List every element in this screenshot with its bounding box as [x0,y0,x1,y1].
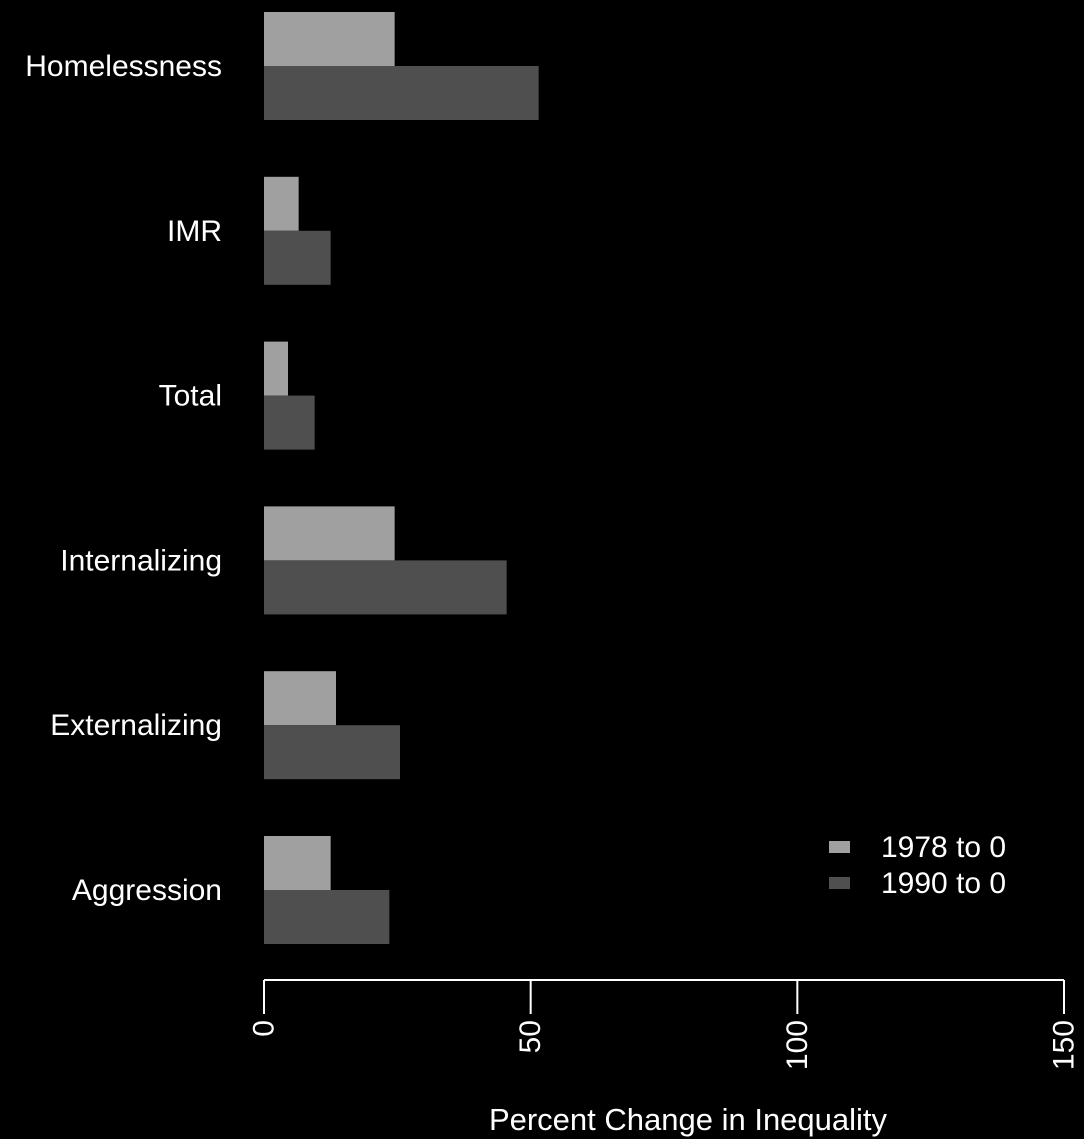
bar-series-2 [264,560,507,615]
category-label: Total [159,380,222,413]
bar-series-1 [264,176,299,231]
bars-group [264,12,539,944]
bar-series-1 [264,671,336,726]
x-tick-label: 0 [248,1020,281,1037]
legend-swatch [829,877,850,889]
category-label: IMR [167,215,222,248]
category-label: Homelessness [25,50,222,83]
bar-series-1 [264,506,395,561]
category-label: Externalizing [50,709,222,742]
x-axis: 0 50 100 150 [248,979,1081,1070]
bar-series-2 [264,66,539,120]
legend-swatch [829,841,850,853]
legend-label: 1990 to 0 [881,867,1006,900]
bar-series-1 [264,836,331,890]
bar-series-1 [264,341,288,396]
category-label: Internalizing [60,544,222,577]
x-tick-label: 50 [514,1020,547,1053]
x-axis-title: Percent Change in Inequality [489,1102,888,1137]
bar-series-1 [264,12,395,66]
bar-series-2 [264,725,400,780]
legend-label: 1978 to 0 [881,831,1006,864]
bar-series-2 [264,395,315,450]
category-label: Aggression [72,874,222,907]
bar-series-2 [264,230,331,285]
bar-series-2 [264,890,390,944]
category-labels: Homelessness IMR Total Internalizing Externa… [25,50,222,907]
x-tick-label: 100 [781,1020,814,1070]
x-tick-label: 150 [1048,1020,1081,1070]
